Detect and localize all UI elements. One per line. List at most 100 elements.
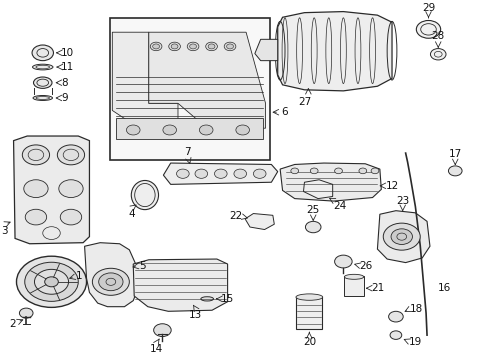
- Circle shape: [390, 331, 402, 339]
- Text: 15: 15: [221, 294, 234, 304]
- Text: 7: 7: [184, 147, 191, 157]
- Circle shape: [391, 229, 413, 244]
- Circle shape: [45, 277, 58, 287]
- Circle shape: [154, 324, 171, 337]
- Circle shape: [20, 308, 33, 318]
- Circle shape: [150, 42, 162, 51]
- Circle shape: [448, 166, 462, 176]
- Circle shape: [253, 169, 266, 178]
- Bar: [344, 276, 364, 296]
- Text: 13: 13: [188, 310, 202, 320]
- Ellipse shape: [33, 77, 52, 89]
- Polygon shape: [280, 163, 381, 201]
- Text: 3: 3: [1, 226, 8, 236]
- Ellipse shape: [32, 64, 53, 70]
- Text: 14: 14: [149, 344, 163, 354]
- Text: 1: 1: [76, 271, 82, 281]
- Circle shape: [359, 168, 367, 174]
- Circle shape: [153, 44, 160, 49]
- Text: 12: 12: [386, 181, 399, 191]
- Circle shape: [310, 168, 318, 174]
- Ellipse shape: [201, 297, 214, 301]
- Text: 23: 23: [396, 197, 409, 206]
- Text: 24: 24: [334, 201, 347, 211]
- Text: 8: 8: [61, 78, 68, 88]
- Polygon shape: [255, 39, 278, 60]
- Circle shape: [190, 44, 196, 49]
- Polygon shape: [377, 211, 430, 262]
- Circle shape: [171, 44, 178, 49]
- Circle shape: [163, 125, 176, 135]
- Circle shape: [25, 262, 78, 301]
- Polygon shape: [278, 12, 392, 91]
- Circle shape: [389, 311, 403, 322]
- Text: 22: 22: [229, 211, 242, 221]
- Polygon shape: [245, 213, 274, 230]
- Text: 2: 2: [9, 319, 16, 329]
- Circle shape: [234, 169, 246, 178]
- Circle shape: [305, 221, 321, 233]
- Circle shape: [195, 169, 208, 178]
- Circle shape: [291, 168, 298, 174]
- Circle shape: [126, 125, 140, 135]
- Text: 18: 18: [410, 304, 423, 314]
- Circle shape: [416, 21, 441, 38]
- Circle shape: [169, 42, 180, 51]
- Circle shape: [208, 44, 215, 49]
- Ellipse shape: [296, 294, 323, 300]
- Text: 16: 16: [438, 283, 451, 293]
- Polygon shape: [85, 243, 138, 307]
- Ellipse shape: [33, 95, 52, 100]
- Polygon shape: [163, 163, 278, 184]
- Text: 29: 29: [422, 3, 435, 13]
- Polygon shape: [116, 117, 263, 139]
- Text: 17: 17: [449, 149, 462, 159]
- Text: 21: 21: [371, 283, 384, 293]
- Circle shape: [227, 44, 233, 49]
- Circle shape: [23, 145, 49, 165]
- Circle shape: [98, 273, 123, 291]
- Circle shape: [187, 42, 199, 51]
- Text: 27: 27: [298, 97, 311, 107]
- Text: 5: 5: [139, 261, 146, 271]
- Circle shape: [25, 209, 47, 225]
- Circle shape: [215, 169, 227, 178]
- Text: 10: 10: [61, 48, 74, 58]
- Circle shape: [199, 125, 213, 135]
- Circle shape: [206, 42, 218, 51]
- Polygon shape: [14, 136, 90, 244]
- Circle shape: [59, 180, 83, 198]
- Circle shape: [57, 145, 85, 165]
- Text: 6: 6: [281, 107, 288, 117]
- Polygon shape: [149, 32, 266, 128]
- Bar: [295, 297, 322, 329]
- Circle shape: [371, 168, 379, 174]
- Text: 28: 28: [432, 31, 445, 41]
- Bar: [110, 18, 270, 160]
- Circle shape: [24, 180, 48, 198]
- Text: 20: 20: [303, 337, 316, 347]
- Ellipse shape: [344, 274, 364, 279]
- Circle shape: [32, 45, 53, 60]
- Text: 26: 26: [359, 261, 372, 271]
- Ellipse shape: [131, 180, 159, 210]
- Polygon shape: [112, 32, 178, 128]
- Circle shape: [34, 269, 69, 294]
- Circle shape: [335, 168, 343, 174]
- Circle shape: [430, 49, 446, 60]
- Text: 19: 19: [409, 337, 422, 347]
- Text: 11: 11: [61, 62, 74, 72]
- Polygon shape: [133, 259, 227, 311]
- Circle shape: [383, 223, 420, 250]
- Circle shape: [236, 125, 249, 135]
- Text: 25: 25: [307, 205, 320, 215]
- Circle shape: [176, 169, 189, 178]
- Polygon shape: [303, 180, 333, 199]
- Circle shape: [224, 42, 236, 51]
- Circle shape: [335, 255, 352, 268]
- Circle shape: [60, 209, 82, 225]
- Circle shape: [93, 268, 129, 295]
- Circle shape: [17, 256, 87, 307]
- Text: 9: 9: [61, 93, 68, 103]
- Text: 4: 4: [128, 209, 135, 219]
